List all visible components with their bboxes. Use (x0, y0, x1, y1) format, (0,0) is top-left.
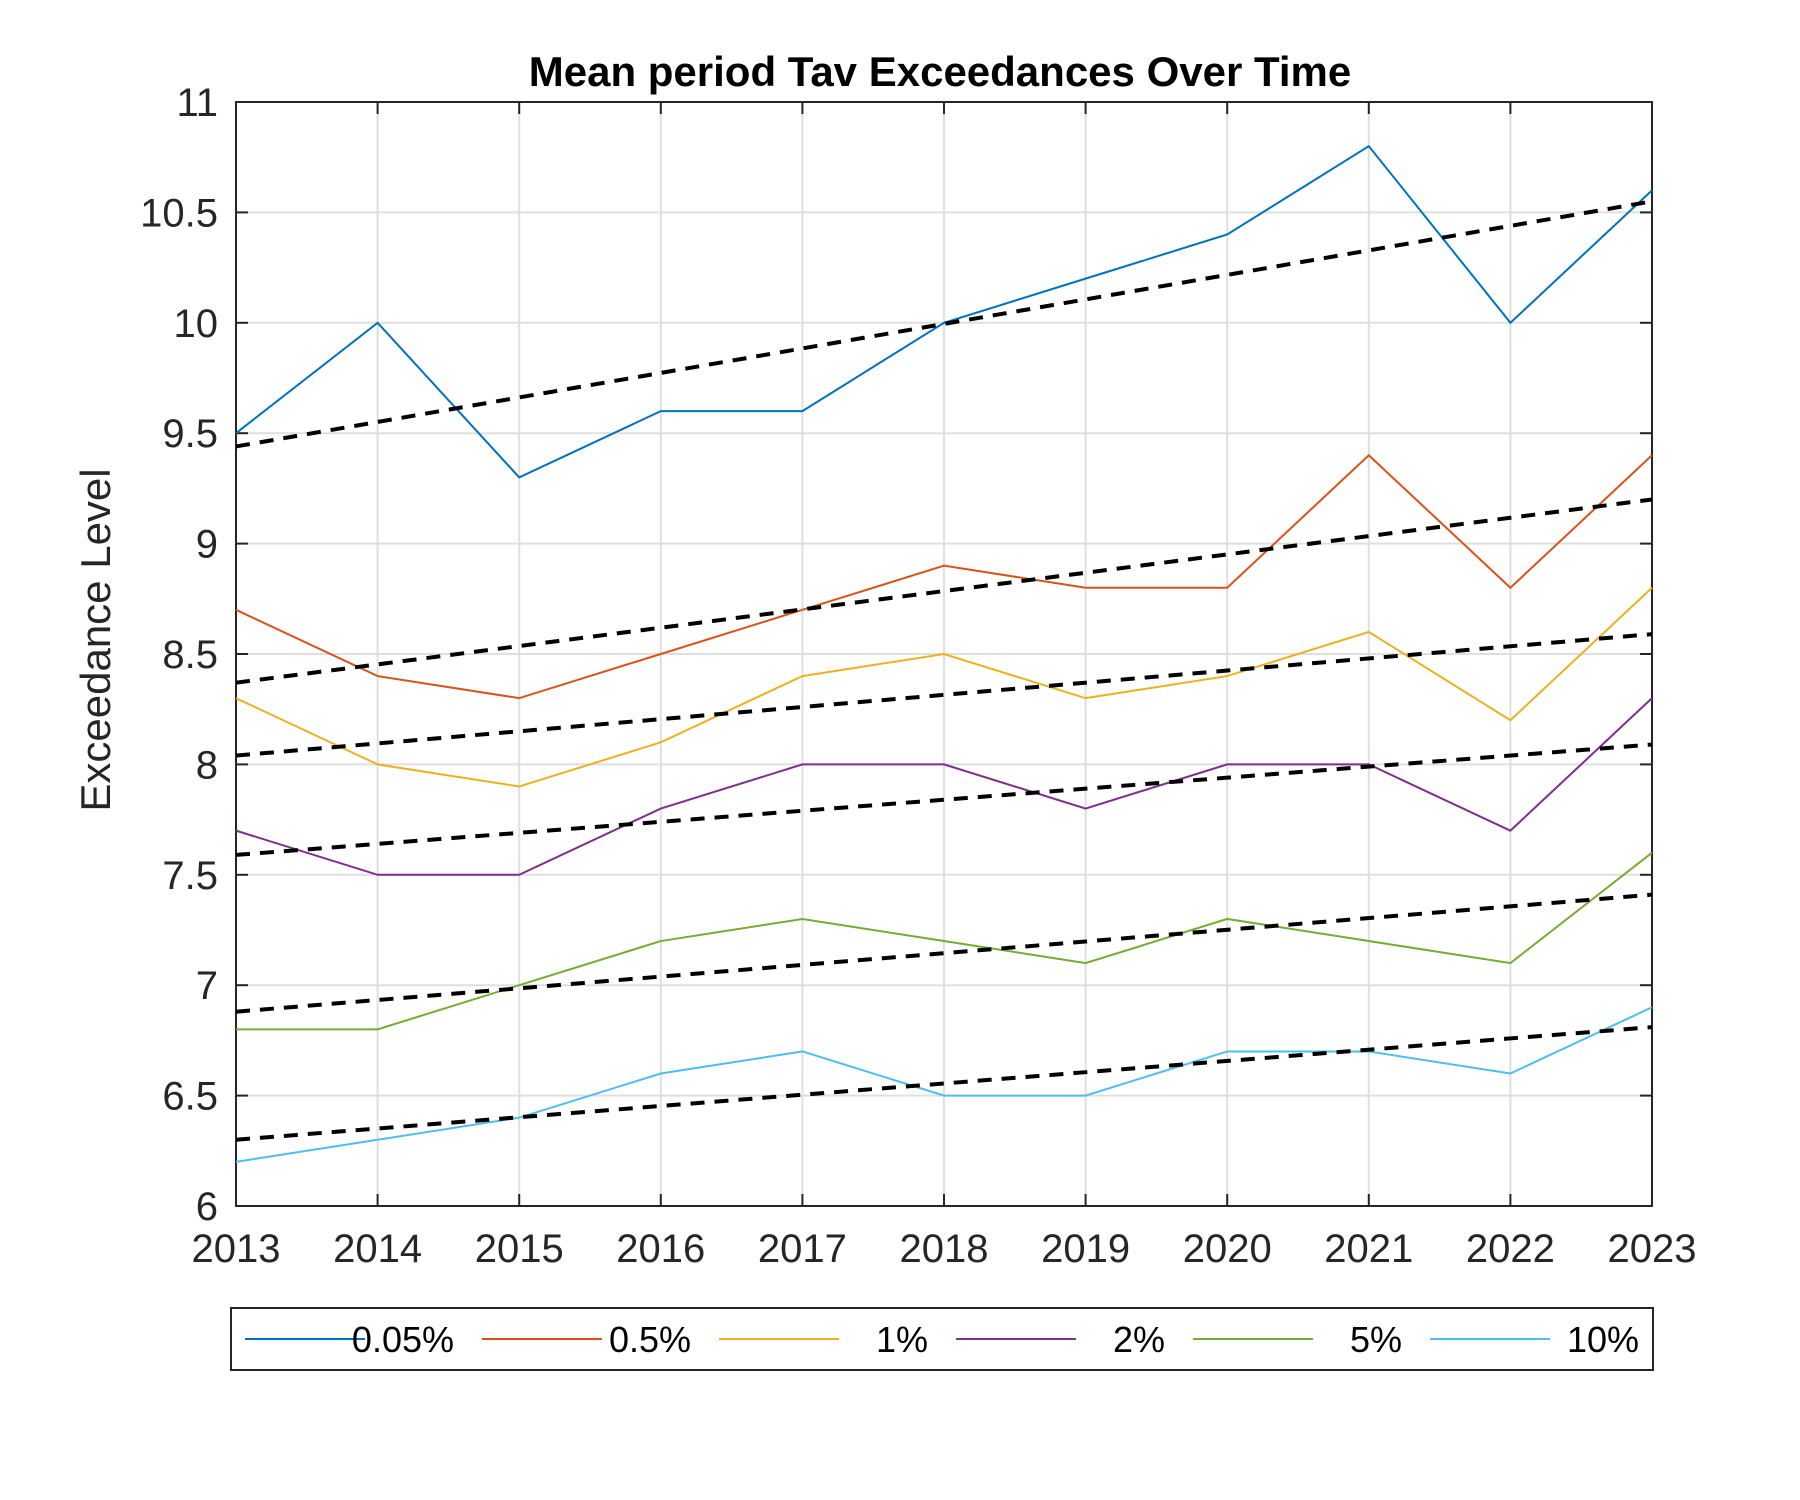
x-tick-label: 2014 (333, 1227, 422, 1271)
series-line (235, 144, 1653, 479)
y-tick-label: 7 (196, 964, 218, 1008)
x-tick-label: 2017 (758, 1227, 847, 1271)
x-tick-label: 2022 (1466, 1227, 1555, 1271)
x-tick-label: 2016 (616, 1227, 705, 1271)
legend-label: 0.05% (352, 1319, 454, 1360)
y-axis-label: Exceedance Level (72, 468, 119, 811)
y-tick-label: 8 (196, 743, 218, 787)
y-tick-label: 9 (196, 523, 218, 567)
trend-line (235, 632, 1653, 758)
series-line (236, 851, 1653, 1031)
trend-line (235, 1025, 1653, 1142)
legend-label: 10% (1567, 1319, 1639, 1360)
y-tick-label: 11 (176, 81, 218, 125)
x-tick-label: 2018 (900, 1227, 989, 1271)
x-tick-label: 2023 (1608, 1227, 1697, 1271)
y-tick-label: 6.5 (162, 1075, 218, 1119)
y-tick-label: 7.5 (162, 854, 218, 898)
plot-area: 2013 2014 2015 2016 2017 2018 2019 2020 2021 2022… (140, 81, 1696, 1271)
series-line (235, 453, 1653, 700)
x-tick-label: 2013 (192, 1227, 281, 1271)
trend-line (235, 742, 1653, 857)
series-line (235, 587, 1653, 788)
x-tick-label: 2021 (1324, 1227, 1413, 1271)
trend-line (235, 892, 1653, 1014)
y-tick-label: 8.5 (162, 633, 218, 677)
chart-title: Mean period Tav Exceedances Over Time (529, 48, 1352, 95)
series-line (235, 1006, 1653, 1163)
series-line (235, 697, 1653, 876)
y-tick-label: 6 (196, 1185, 218, 1229)
y-tick-label: 10.5 (140, 191, 218, 235)
legend-label: 5% (1350, 1319, 1402, 1360)
y-tick-label: 10 (174, 302, 219, 346)
legend-label: 0.5% (609, 1319, 691, 1360)
x-tick-label: 2015 (475, 1227, 564, 1271)
x-tick-label: 2020 (1183, 1227, 1272, 1271)
legend-label: 2% (1113, 1319, 1165, 1360)
legend-box (230, 1307, 1654, 1371)
legend-label: 1% (876, 1319, 928, 1360)
trend-line (235, 497, 1653, 685)
x-tick-label: 2019 (1041, 1227, 1130, 1271)
legend: 0.05% 0.5% 1% 2% 5% 10% (230, 1307, 1654, 1371)
y-tick-label: 9.5 (162, 412, 218, 456)
